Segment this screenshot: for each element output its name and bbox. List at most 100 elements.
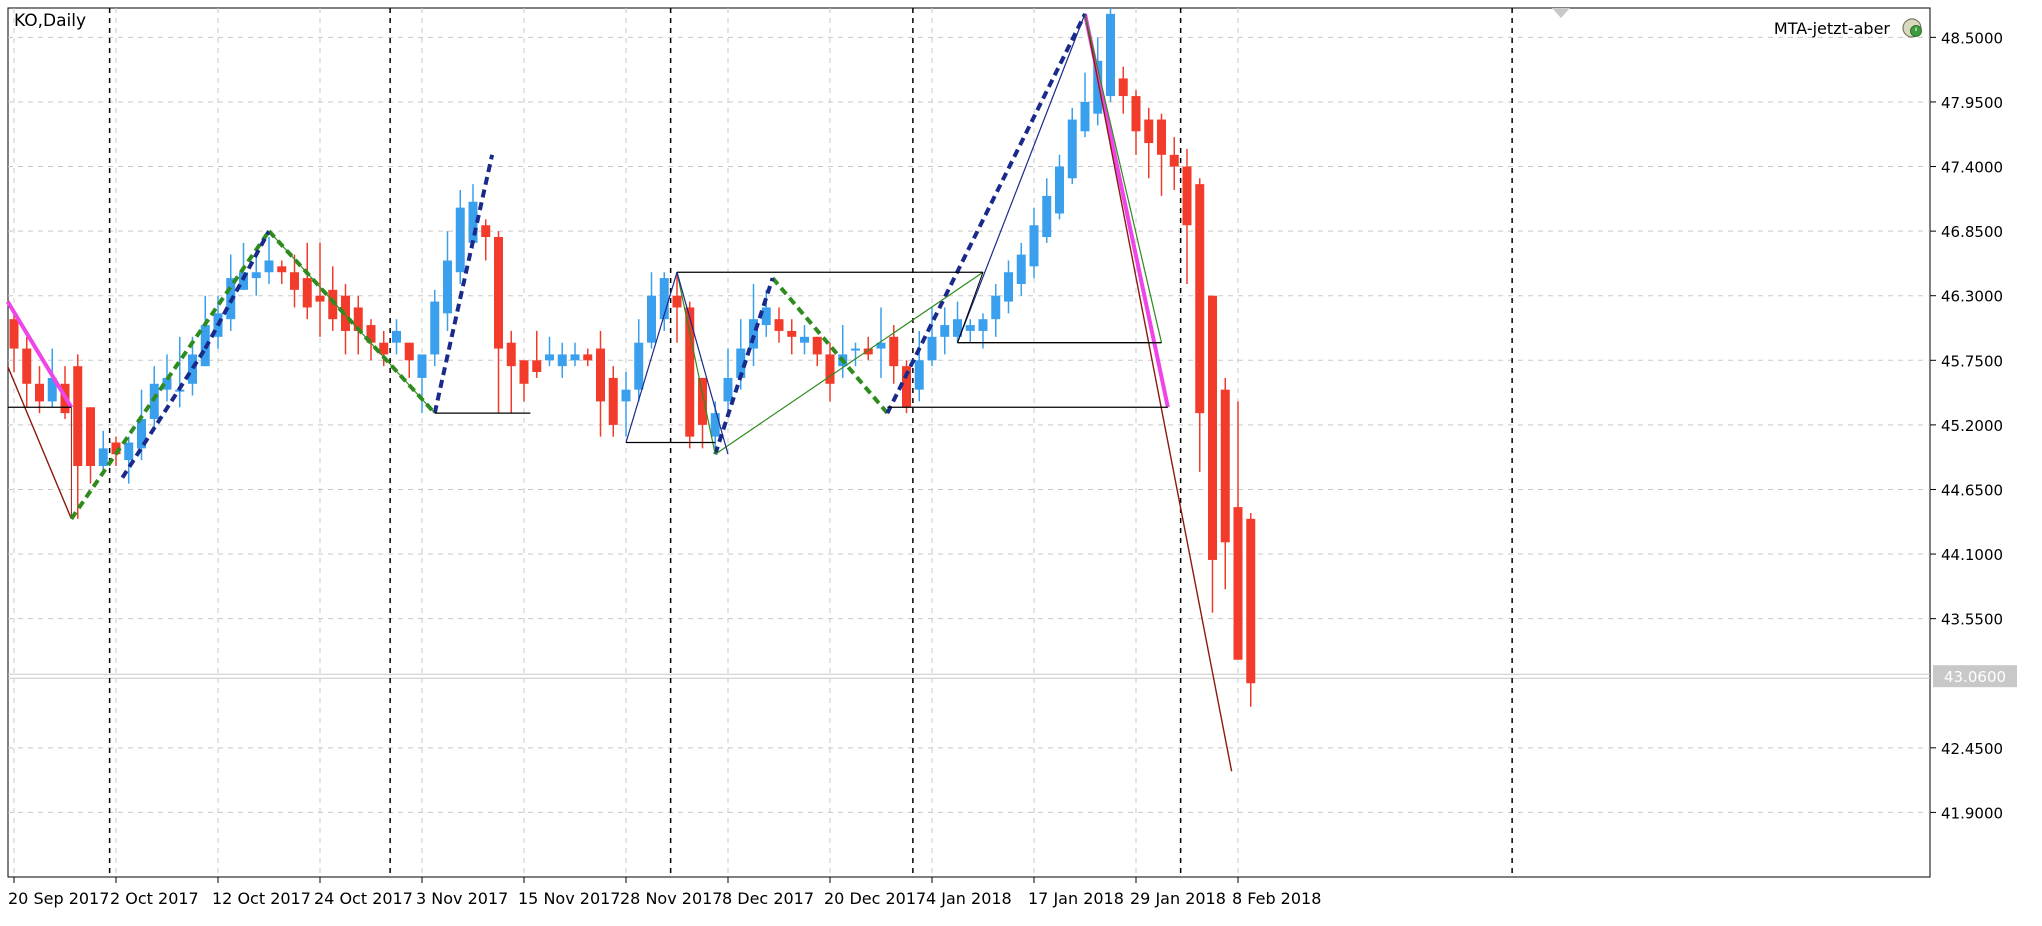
y-tick-label: 41.9000 xyxy=(1941,804,2003,822)
candle-body xyxy=(889,336,899,367)
candle-body xyxy=(73,366,83,466)
candle-body xyxy=(1208,295,1217,560)
candle-body xyxy=(1220,389,1230,543)
candle-body xyxy=(328,289,338,320)
y-tick-label: 46.8500 xyxy=(1941,223,2003,241)
zigzag-green xyxy=(69,229,271,520)
candle-body xyxy=(1029,225,1039,267)
candle-body xyxy=(1157,119,1166,155)
candle-body xyxy=(239,272,248,290)
grid-lines xyxy=(8,8,1930,877)
candle-body xyxy=(264,260,274,273)
candle-body xyxy=(86,407,95,466)
candle-body xyxy=(812,336,822,355)
candle-body xyxy=(978,319,988,331)
candle-body xyxy=(481,225,491,237)
candle-body xyxy=(965,325,975,331)
zigzag-blue xyxy=(432,154,495,414)
chart-title: KO,Daily xyxy=(14,11,86,31)
candle-body xyxy=(251,272,261,279)
candle-body xyxy=(710,413,720,437)
candle-body xyxy=(379,342,389,355)
candle-body xyxy=(124,442,134,461)
candle-body xyxy=(685,307,695,437)
candle-body xyxy=(940,325,950,337)
candle-body xyxy=(863,348,873,355)
candle-body xyxy=(1246,518,1256,684)
candle-body xyxy=(1131,96,1141,132)
pattern-line xyxy=(676,272,729,455)
current-price-tag: 43.0600 xyxy=(1933,665,2017,688)
candle-body xyxy=(749,319,758,349)
y-tick-label: 45.2000 xyxy=(1941,417,2003,435)
candle-body xyxy=(315,295,325,302)
candle-body xyxy=(1067,119,1077,179)
candle-body xyxy=(1004,272,1013,302)
magenta-segment xyxy=(5,300,74,409)
candle-body xyxy=(902,366,911,408)
candle-body xyxy=(353,307,363,331)
candle-body xyxy=(519,360,529,384)
candle-body xyxy=(1169,154,1179,167)
x-tick-label: 28 Nov 2017 xyxy=(620,889,722,908)
indicator-label: MTA-jetzt-aber xyxy=(1774,19,1891,38)
zigzag-blue xyxy=(713,277,775,455)
candle-body xyxy=(557,354,567,367)
x-tick-label: 3 Nov 2017 xyxy=(416,889,508,908)
candle-body xyxy=(162,377,172,390)
candle-body xyxy=(404,342,414,361)
candle-body xyxy=(455,207,465,273)
candle-body xyxy=(137,419,146,449)
pattern-line xyxy=(625,272,678,443)
candle-body xyxy=(927,336,937,361)
candle-body xyxy=(787,330,797,337)
candle-body xyxy=(302,278,312,308)
candle-body xyxy=(1042,195,1052,237)
current-price-label: 43.0600 xyxy=(1944,668,2006,686)
y-tick-label: 42.4500 xyxy=(1941,740,2003,758)
indicator-clock-icon xyxy=(1902,18,1922,38)
candle-body xyxy=(430,301,440,355)
x-tick-label: 17 Jan 2018 xyxy=(1028,889,1124,908)
projection-line xyxy=(6,365,73,520)
trend-green xyxy=(714,271,984,455)
x-tick-label: 8 Feb 2018 xyxy=(1232,889,1321,908)
candle-body xyxy=(494,236,503,349)
y-tick-label: 47.4000 xyxy=(1941,159,2003,177)
trend-green xyxy=(676,272,716,455)
candle-body xyxy=(290,272,299,290)
candle-body xyxy=(583,354,593,361)
candle-body xyxy=(647,295,656,343)
y-tick-label: 44.6500 xyxy=(1941,481,2003,499)
candle-body xyxy=(22,348,32,384)
candle-body xyxy=(608,377,618,425)
candle-body xyxy=(1182,166,1192,226)
zigzag-blue xyxy=(203,230,271,350)
candle-body xyxy=(1195,184,1205,414)
candle-body xyxy=(532,360,542,373)
candle-body xyxy=(761,307,771,326)
candle-body xyxy=(672,295,682,308)
x-tick-label: 4 Jan 2018 xyxy=(926,889,1012,908)
indicator-badge[interactable]: MTA-jetzt-aber xyxy=(1774,18,1922,38)
zigzag-overlays xyxy=(5,12,1233,772)
scroll-marker-icon[interactable] xyxy=(1552,8,1570,18)
candle-body xyxy=(621,389,631,402)
candle-body xyxy=(914,360,924,390)
x-tick-label: 2 Oct 2017 xyxy=(110,889,199,908)
candle-body xyxy=(876,342,886,349)
projection-line xyxy=(1084,13,1233,772)
candle-body xyxy=(111,442,121,455)
candle-body xyxy=(1118,78,1128,97)
candle-body xyxy=(9,319,19,349)
plot-area xyxy=(7,7,1931,878)
candle-body xyxy=(1080,101,1090,132)
candle-body xyxy=(1093,60,1103,114)
candle-body xyxy=(1106,13,1115,97)
pattern-line xyxy=(956,13,1086,343)
candle-body xyxy=(1016,254,1026,284)
candle-body xyxy=(545,354,554,361)
candle-body xyxy=(659,278,669,320)
x-tick-label: 24 Oct 2017 xyxy=(314,889,413,908)
candle-body xyxy=(723,377,733,402)
